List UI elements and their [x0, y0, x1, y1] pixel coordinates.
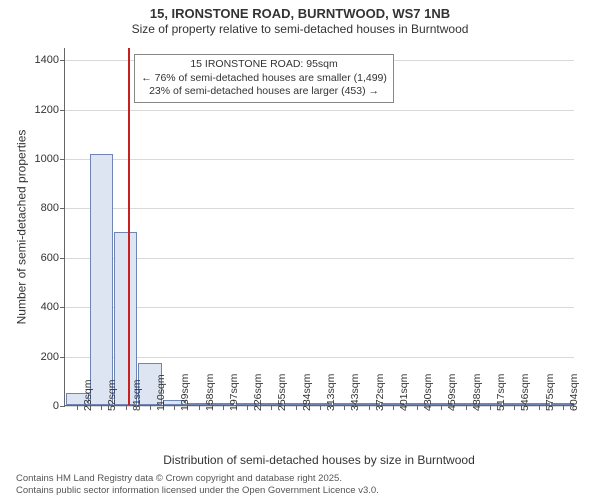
- xtick-label: 401sqm: [398, 374, 410, 411]
- xtick-mark: [199, 405, 200, 410]
- ytick-label: 800: [41, 202, 59, 214]
- xtick-label: 372sqm: [374, 374, 386, 411]
- annotation-line: 23% of semi-detached houses are larger (…: [141, 85, 387, 99]
- xtick-label: 575sqm: [544, 374, 556, 411]
- chart-container: 15, IRONSTONE ROAD, BURNTWOOD, WS7 1NB S…: [0, 0, 600, 500]
- xtick-label: 517sqm: [495, 374, 507, 411]
- ytick-label: 200: [41, 351, 59, 363]
- ytick-label: 600: [41, 252, 59, 264]
- ytick-mark: [60, 307, 65, 308]
- xtick-label: 255sqm: [276, 374, 288, 411]
- xtick-label: 343sqm: [349, 374, 361, 411]
- xtick-label: 23sqm: [82, 379, 94, 411]
- ytick-mark: [60, 60, 65, 61]
- xtick-mark: [393, 405, 394, 410]
- xtick-mark: [539, 405, 540, 410]
- xtick-label: 284sqm: [301, 374, 313, 411]
- footer-line-2: Contains public sector information licen…: [16, 485, 590, 496]
- xtick-label: 313sqm: [325, 374, 337, 411]
- ytick-mark: [60, 258, 65, 259]
- x-axis-label: Distribution of semi-detached houses by …: [64, 453, 574, 467]
- xtick-label: 52sqm: [106, 379, 118, 411]
- footer-note: Contains HM Land Registry data © Crown c…: [16, 473, 590, 496]
- xtick-label: 197sqm: [228, 374, 240, 411]
- xtick-mark: [466, 405, 467, 410]
- xtick-label: 546sqm: [519, 374, 531, 411]
- annotation-line: ← 76% of semi-detached houses are smalle…: [141, 72, 387, 86]
- xtick-label: 604sqm: [568, 374, 580, 411]
- ytick-mark: [60, 208, 65, 209]
- xtick-label: 81sqm: [131, 379, 143, 411]
- xtick-label: 430sqm: [422, 374, 434, 411]
- ytick-label: 0: [53, 400, 59, 412]
- xtick-mark: [223, 405, 224, 410]
- footer-line-1: Contains HM Land Registry data © Crown c…: [16, 473, 590, 484]
- xtick-mark: [126, 405, 127, 410]
- xtick-mark: [101, 405, 102, 410]
- xtick-mark: [563, 405, 564, 410]
- plot-region: 020040060080010001200140023sqm52sqm81sqm…: [64, 48, 574, 406]
- ytick-mark: [60, 110, 65, 111]
- xtick-mark: [369, 405, 370, 410]
- grid-line: [65, 208, 574, 209]
- ytick-label: 1000: [35, 153, 59, 165]
- xtick-label: 459sqm: [446, 374, 458, 411]
- xtick-mark: [320, 405, 321, 410]
- reference-line: [128, 48, 130, 405]
- y-axis-label: Number of semi-detached properties: [14, 48, 28, 406]
- xtick-label: 488sqm: [471, 374, 483, 411]
- xtick-label: 110sqm: [155, 374, 167, 411]
- xtick-mark: [441, 405, 442, 410]
- histogram-bar: [90, 154, 113, 405]
- xtick-label: 139sqm: [179, 374, 191, 411]
- xtick-mark: [344, 405, 345, 410]
- annotation-line: 15 IRONSTONE ROAD: 95sqm: [141, 58, 387, 72]
- grid-line: [65, 110, 574, 111]
- xtick-mark: [296, 405, 297, 410]
- annotation-box: 15 IRONSTONE ROAD: 95sqm← 76% of semi-de…: [134, 54, 394, 103]
- xtick-mark: [247, 405, 248, 410]
- xtick-label: 168sqm: [204, 374, 216, 411]
- ytick-label: 1400: [35, 54, 59, 66]
- chart-area: 020040060080010001200140023sqm52sqm81sqm…: [64, 48, 574, 406]
- grid-line: [65, 307, 574, 308]
- xtick-mark: [150, 405, 151, 410]
- grid-line: [65, 357, 574, 358]
- xtick-label: 226sqm: [252, 374, 264, 411]
- xtick-mark: [490, 405, 491, 410]
- xtick-mark: [77, 405, 78, 410]
- title-block: 15, IRONSTONE ROAD, BURNTWOOD, WS7 1NB S…: [0, 0, 600, 37]
- ytick-mark: [60, 357, 65, 358]
- ytick-mark: [60, 159, 65, 160]
- xtick-mark: [514, 405, 515, 410]
- grid-line: [65, 258, 574, 259]
- xtick-mark: [174, 405, 175, 410]
- ytick-label: 400: [41, 301, 59, 313]
- title-sub: Size of property relative to semi-detach…: [0, 22, 600, 37]
- ytick-label: 1200: [35, 104, 59, 116]
- ytick-mark: [60, 406, 65, 407]
- grid-line: [65, 159, 574, 160]
- xtick-mark: [417, 405, 418, 410]
- title-main: 15, IRONSTONE ROAD, BURNTWOOD, WS7 1NB: [0, 6, 600, 22]
- xtick-mark: [271, 405, 272, 410]
